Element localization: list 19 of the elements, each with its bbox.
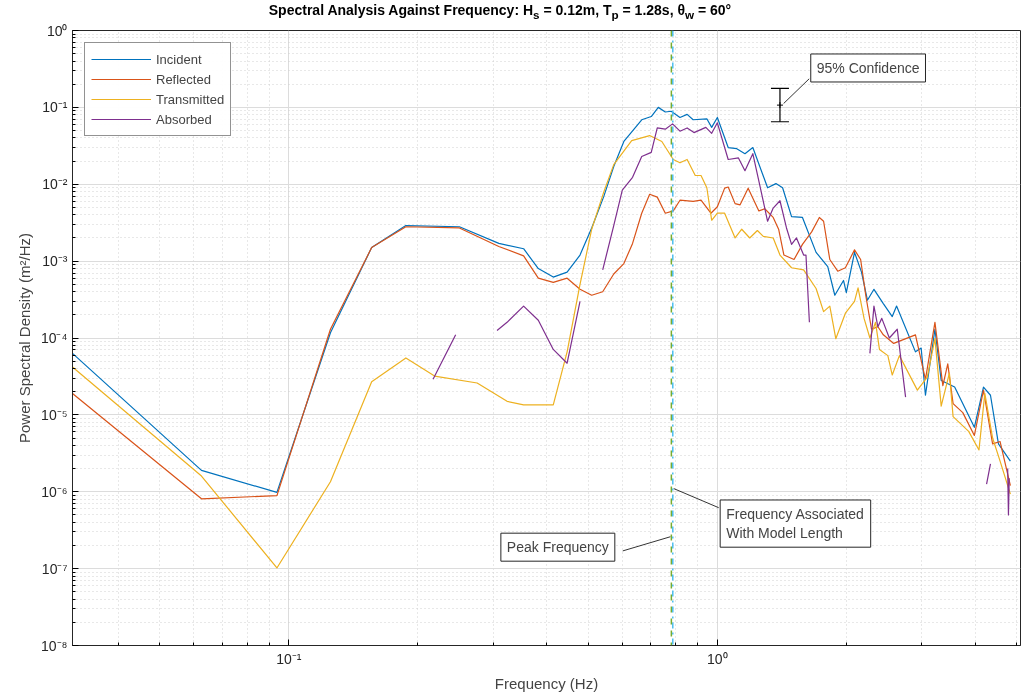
legend-label: Incident	[156, 51, 202, 67]
legend-label: Reflected	[156, 71, 211, 87]
y-tick-label: 10⁰	[46, 22, 68, 39]
y-tick-label: 10⁻³	[42, 253, 68, 270]
chart-title: Spectral Analysis Against Frequency: H$_{s}$ = 0.12m, T$_{p}$ = 1.28s, θ$_{w}$ = 60°	[267, 1, 733, 23]
y-tick-label: 10⁻⁷	[41, 560, 68, 577]
x-axis-title: Frequency (Hz)	[494, 674, 599, 692]
y-axis-title: Power Spectral Density (m²/Hz)	[15, 232, 33, 444]
y-tick-label: 10⁻⁵	[41, 406, 68, 423]
y-tick-label: 10⁻⁶	[41, 483, 68, 500]
ref-line-label: Frequency Associated With Model Length	[726, 506, 864, 542]
ref-line-label: Peak Frequency	[506, 539, 609, 556]
y-tick-label: 10⁻⁴	[40, 330, 68, 346]
legend-label: Transmitted	[156, 91, 225, 107]
y-tick-label: 10⁻¹	[42, 99, 68, 116]
annotation: 95% Confidence	[816, 59, 920, 76]
y-tick-label: 10⁻⁸	[41, 637, 68, 654]
y-tick-label: 10⁻²	[42, 176, 68, 193]
legend-label: Absorbed	[156, 111, 212, 127]
